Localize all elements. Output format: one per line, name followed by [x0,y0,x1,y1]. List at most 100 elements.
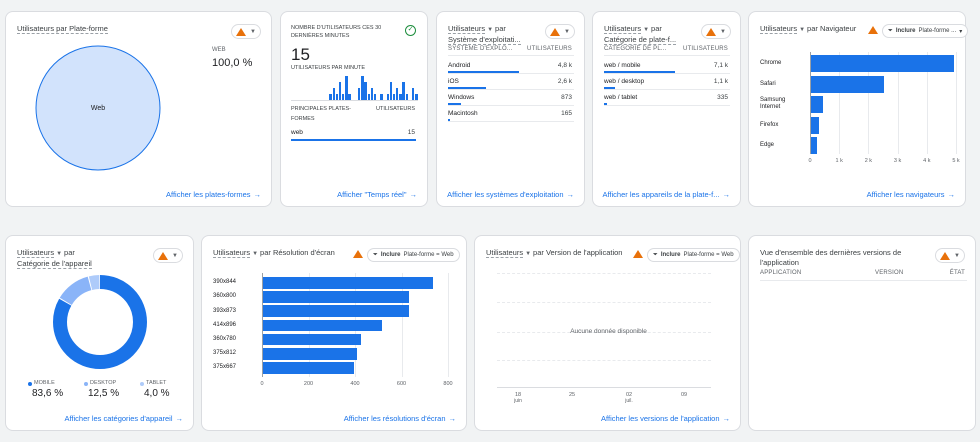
title-metric[interactable]: Utilisateurs [486,248,524,258]
warning-icon[interactable] [868,26,878,34]
caret-down-icon[interactable]: ▼ [643,27,650,33]
x-tick-label: 3 k [893,158,902,164]
caret-down-icon[interactable]: ▼ [525,251,532,257]
table-row-bar [604,87,615,89]
chevron-down-icon: ▼ [720,28,726,35]
pie-slice-web [35,45,161,171]
chevron-down-icon: ▼ [172,252,178,259]
x-tick-label: 1 k [835,158,843,164]
link-label: Afficher les navigateurs [866,190,945,199]
title-by: par [64,248,75,257]
arrow-right-icon: → [448,414,457,423]
view-browsers-link[interactable]: Afficher les navigateurs → [867,190,955,199]
caret-down-icon[interactable]: ▼ [487,27,494,33]
col-users: UTILISATEURS [683,46,728,52]
arrow-right-icon: → [409,190,418,199]
table-row-divider [604,73,730,74]
date-tick-day: 02 [625,392,633,398]
filter-chip[interactable]: ⏷ Inclure Plate-forme = Web [647,248,740,262]
header-divider [448,55,574,56]
warning-menu[interactable]: ▼ [545,24,575,39]
sparkline-bar [402,82,405,100]
x-tick-label: 2 k [864,158,873,164]
bar [263,319,382,332]
title-metric[interactable]: Utilisateurs [213,248,251,258]
sparkline-bar [342,94,345,100]
bar-category-label: 393x873 [213,307,237,314]
warning-icon [158,251,169,260]
col-os: SYSTÈME D'EXPLO... [448,46,513,52]
sparkline-bar [348,94,351,100]
title-metric[interactable]: Utilisateurs [17,248,55,258]
x-tick-label: 600 [396,381,407,387]
view-os-link[interactable]: Afficher les systèmes d'exploitation → [447,190,574,199]
bar [811,116,820,134]
chip-include: Inclure [895,28,916,34]
view-platforms-link[interactable]: Afficher les plates-formes → [166,190,261,199]
date-tick-day: 09 [680,392,688,398]
table-row-label: web / tablet [604,94,638,101]
warning-icon[interactable] [353,250,363,258]
filter-icon: ⏷ [373,251,378,258]
filter-chip[interactable]: ⏷ Inclure Plate-forme = Web [367,248,460,262]
table-row-value: 165 [561,110,572,117]
bar-category-label: 414x896 [213,321,237,328]
table-row-value: 2,6 k [557,78,572,85]
realtime-card: NOMBRE D'UTILISATEURS CES 30 DERNIÈRES M… [280,11,428,207]
col-version: VERSION [875,270,904,276]
col-category: CATÉGORIE DE PL... [604,46,667,52]
sparkline-bar [415,94,418,100]
title-dimension[interactable]: Catégorie de plate-f... [604,35,677,45]
title-metric[interactable]: Utilisateurs [604,24,642,34]
title-dimension: par Version de l'application [533,248,623,257]
col-application: APPLICATION [760,270,802,276]
users-header: UTILISATEURS [375,106,415,112]
caret-down-icon[interactable]: ▼ [56,251,63,257]
warning-menu[interactable]: ▼ [153,248,183,263]
legend-value: 12,5 % [88,388,120,399]
view-realtime-link[interactable]: Afficher "Temps réel" → [337,190,417,199]
title-dimension[interactable]: Utilisateurs par Plate-forme [17,24,108,34]
legend-value: 100,0 % [212,57,253,69]
legend-value: 4,0 % [144,388,170,399]
view-devices-link[interactable]: Afficher les appareils de la plate-f... → [602,190,730,199]
legend-value: 83,6 % [32,388,64,399]
warning-menu[interactable]: ▼ [701,24,731,39]
table-row-divider [604,89,730,90]
link-label: Afficher les catégories d'appareil [64,414,173,423]
view-device-categories-link[interactable]: Afficher les catégories d'appareil → [64,414,183,423]
warning-menu[interactable]: ▼ [231,24,261,39]
chevron-down-icon: ▾ [959,28,963,35]
user-count: 15 [291,45,310,64]
date-tick-day: 18 [514,392,522,398]
device-category-card: Utilisateurs ▼ par Catégorie de l'appareil … [5,235,194,431]
row-label: web [291,129,303,136]
chart-gridline [401,273,403,377]
filter-chip[interactable]: ⏷ Inclure Plate-forme ... ▾ [882,24,969,38]
sparkline-bar [392,94,396,100]
warning-icon [236,27,247,36]
table-row-label: Macintosh [448,110,478,117]
platform-card: Utilisateurs par Plate-forme ▼ Web WEB 1… [5,11,272,207]
title-metric[interactable]: Utilisateurs [448,24,486,34]
sparkline-bar [357,88,361,100]
view-resolutions-link[interactable]: Afficher les résolutions d'écran → [344,414,456,423]
caret-down-icon[interactable]: ▼ [799,27,806,33]
caret-down-icon[interactable]: ▼ [252,251,259,257]
platform-pie: Web [35,45,161,171]
bar-category-label: Chrome [760,60,782,66]
table-row-bar [604,71,675,73]
title-dimension[interactable]: Catégorie de l'appareil [17,259,92,269]
warning-menu[interactable]: ▼ [935,248,965,263]
chip-text: Plate-forme = Web [403,252,454,258]
bar-category-label: Safari [760,80,776,87]
bar [263,277,433,289]
title-dimension[interactable]: Système d'exploitati... [448,35,521,45]
legend-label: WEB [212,47,226,53]
warning-icon[interactable] [633,250,643,258]
view-app-versions-link[interactable]: Afficher les versions de l'application → [601,414,730,423]
sparkline-bar [373,94,377,100]
title-metric[interactable]: Utilisateurs [760,24,798,34]
chip-include: Inclure [380,252,401,258]
x-tick-label: 800 [443,381,453,387]
